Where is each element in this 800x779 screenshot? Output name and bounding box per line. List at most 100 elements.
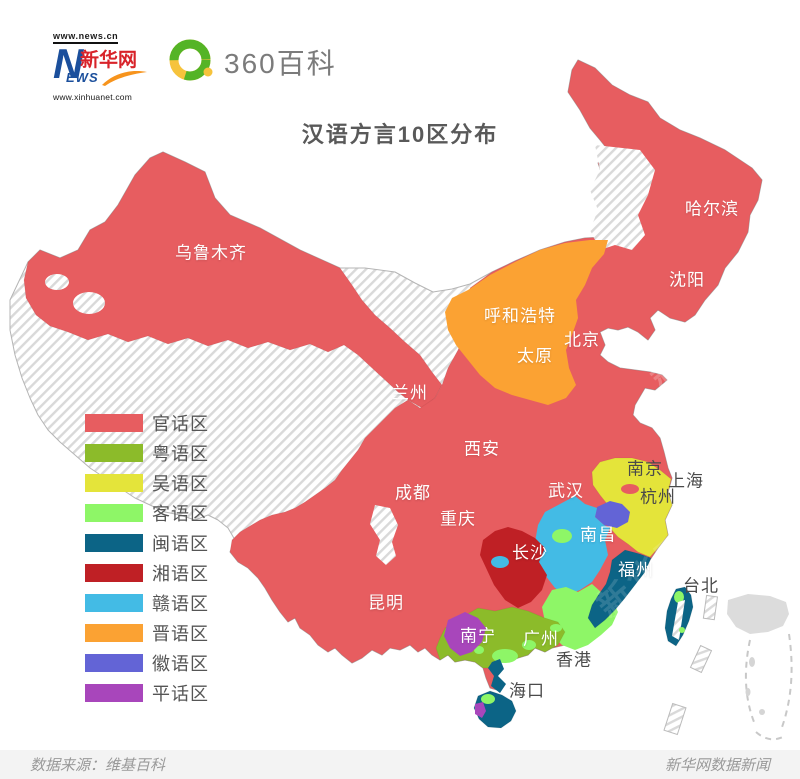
xinhuanet-logo-ews: EWS bbox=[66, 70, 99, 85]
legend-item: 粤语区 bbox=[85, 443, 209, 464]
credit-label: 新华网数据新闻 bbox=[664, 757, 770, 774]
legend-swatch bbox=[85, 653, 143, 672]
legend-item: 闽语区 bbox=[85, 533, 209, 554]
region-min-fujian bbox=[587, 549, 652, 629]
gan-enclave bbox=[491, 556, 509, 568]
legend-swatch bbox=[85, 533, 143, 552]
xinhuanet-brand: 新华网 bbox=[80, 50, 138, 71]
xinhuanet-logo[interactable]: www.news.cn N 新华网 EWS www.xinhuanet.com bbox=[53, 26, 149, 102]
city-label: 西安 bbox=[464, 439, 500, 459]
hakka-enclave bbox=[474, 646, 484, 654]
legend-swatch bbox=[85, 593, 143, 612]
city-label: 武汉 bbox=[548, 481, 584, 501]
pinghua-enclave bbox=[475, 702, 486, 718]
xinhuanet-url-bottom: www.xinhuanet.com bbox=[53, 92, 132, 102]
region-wu bbox=[591, 457, 673, 558]
region-gan bbox=[535, 496, 610, 595]
legend-item-label: 平话区 bbox=[152, 683, 209, 704]
south-china-sea-area bbox=[727, 594, 789, 634]
legend-item: 吴语区 bbox=[85, 473, 209, 494]
legend-item-label: 湘语区 bbox=[152, 563, 209, 584]
city-label: 香港 bbox=[556, 650, 592, 670]
islet bbox=[745, 688, 751, 696]
legend-swatch bbox=[85, 443, 143, 462]
legend-swatch bbox=[85, 623, 143, 642]
city-label: 兰州 bbox=[392, 383, 428, 403]
legend-item: 晋语区 bbox=[85, 623, 209, 644]
city-label: 呼和浩特 bbox=[484, 306, 556, 326]
region-xiang bbox=[480, 527, 547, 608]
city-label: 成都 bbox=[395, 483, 431, 503]
legend: 官话区粤语区吴语区客语区闽语区湘语区赣语区晋语区徽语区平话区 bbox=[85, 413, 209, 713]
hatched-enclave bbox=[73, 292, 105, 314]
city-label: 上海 bbox=[668, 471, 704, 491]
islet bbox=[759, 709, 765, 715]
hakka-enclave bbox=[522, 640, 536, 650]
360baike-logo[interactable]: 360百科 bbox=[166, 38, 337, 86]
legend-swatch bbox=[85, 683, 143, 702]
city-label: 杭州 bbox=[640, 487, 676, 507]
hatched-enclave bbox=[45, 274, 69, 290]
city-label: 南京 bbox=[627, 459, 663, 479]
city-label: 北京 bbox=[564, 330, 600, 350]
hakka-enclave bbox=[550, 624, 562, 632]
360-ring-icon bbox=[169, 39, 213, 81]
legend-item: 徽语区 bbox=[85, 653, 209, 674]
city-label: 长沙 bbox=[512, 543, 548, 563]
city-label: 广州 bbox=[523, 629, 559, 649]
legend-swatch bbox=[85, 413, 143, 432]
legend-item: 官话区 bbox=[85, 413, 209, 434]
xinhuanet-logo-n: N bbox=[53, 40, 84, 87]
360baike-label: 360百科 bbox=[224, 48, 337, 79]
legend-item-label: 赣语区 bbox=[152, 593, 209, 614]
xinhuanet-url-top: www.news.cn bbox=[53, 31, 119, 44]
legend-item-label: 徽语区 bbox=[152, 653, 209, 674]
city-label: 福州 bbox=[618, 560, 654, 580]
legend-item: 平话区 bbox=[85, 683, 209, 704]
hakka-enclave bbox=[552, 529, 572, 543]
city-label: 太原 bbox=[517, 346, 553, 366]
footer-bar: 数据来源：维基百科 新华网数据新闻 bbox=[0, 750, 800, 779]
page-title: 汉语方言10区分布 bbox=[301, 122, 499, 147]
region-jin bbox=[445, 240, 608, 405]
nine-dash-line bbox=[744, 639, 755, 723]
region-hui bbox=[595, 501, 630, 528]
mandarin-enclave bbox=[621, 484, 639, 494]
city-label: 昆明 bbox=[368, 593, 404, 613]
city-label: 南宁 bbox=[460, 626, 496, 646]
region-pinghua bbox=[444, 612, 486, 656]
city-label: 重庆 bbox=[440, 509, 476, 529]
islet bbox=[749, 657, 755, 667]
legend-item: 赣语区 bbox=[85, 593, 209, 614]
legend-swatch bbox=[85, 473, 143, 492]
legend-item-label: 吴语区 bbox=[152, 473, 209, 494]
swoosh-icon bbox=[102, 71, 147, 86]
city-label: 海口 bbox=[509, 681, 545, 701]
city-label: 乌鲁木齐 bbox=[175, 243, 247, 263]
legend-item-label: 晋语区 bbox=[152, 623, 209, 644]
legend-item-label: 官话区 bbox=[152, 413, 209, 434]
data-source-label: 数据来源：维基百科 bbox=[30, 757, 166, 774]
hakka-enclave bbox=[481, 694, 495, 704]
nine-dash-line bbox=[780, 633, 793, 731]
hatched-liangshan bbox=[370, 505, 398, 565]
island-hatched bbox=[702, 594, 719, 621]
legend-swatch bbox=[85, 503, 143, 522]
hatched-hulunbuir bbox=[590, 145, 655, 250]
hakka-enclave bbox=[679, 627, 685, 633]
island-hatched bbox=[689, 644, 713, 674]
legend-item: 湘语区 bbox=[85, 563, 209, 584]
city-label: 沈阳 bbox=[669, 270, 705, 290]
legend-item-label: 粤语区 bbox=[152, 443, 209, 464]
region-min-leizhou bbox=[488, 659, 506, 693]
hakka-enclave bbox=[492, 649, 518, 663]
city-label: 台北 bbox=[683, 576, 719, 596]
island-hatched bbox=[663, 702, 687, 736]
nine-dash-line bbox=[755, 731, 784, 741]
hatched-taiwan-stripe bbox=[672, 600, 685, 640]
hakka-enclave bbox=[674, 591, 684, 603]
legend-item: 客语区 bbox=[85, 503, 209, 524]
city-label: 南昌 bbox=[580, 525, 616, 545]
svg-text:WWW.NEWS.CN: WWW.NEWS.CN bbox=[688, 410, 800, 547]
